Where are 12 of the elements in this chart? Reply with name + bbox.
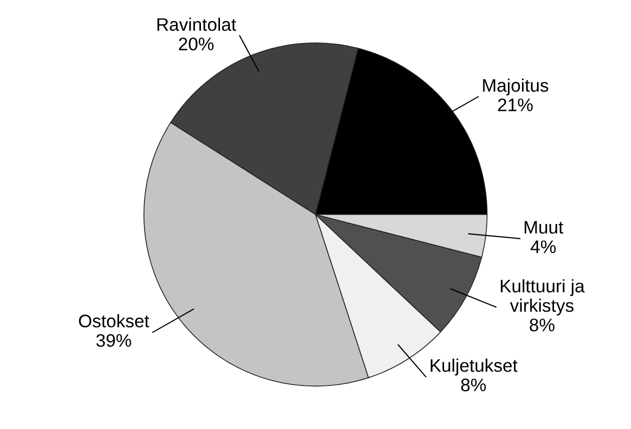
data-label: 21%	[498, 98, 533, 112]
slice-label: Majoitus	[483, 78, 548, 96]
slice-label: Kuljetukset	[430, 358, 518, 376]
data-label: 8%	[530, 318, 554, 332]
slice-label: Ravintolat	[157, 18, 236, 31]
data-label: 8%	[461, 378, 486, 392]
data-label: 4%	[530, 240, 556, 254]
data-label: 20%	[178, 38, 214, 50]
slice-label: Muut	[524, 221, 564, 234]
slice-label: Ostokset	[78, 314, 150, 328]
data-label: 39%	[96, 334, 132, 347]
slice-label: Kulttuuri ja virkistys	[500, 279, 585, 316]
